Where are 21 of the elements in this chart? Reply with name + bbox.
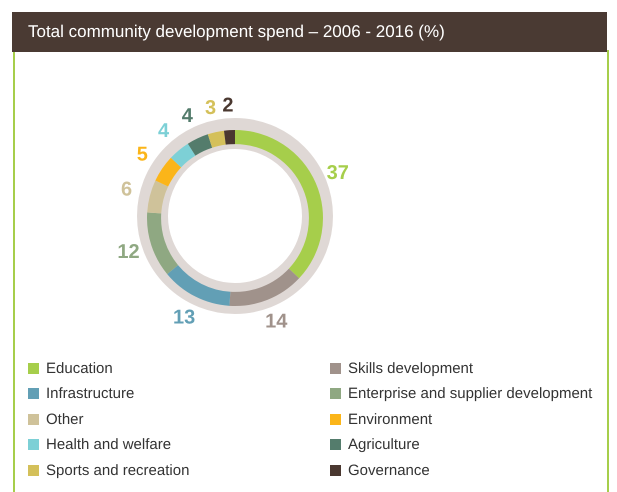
legend-label: Infrastructure xyxy=(46,385,134,402)
data-label: 14 xyxy=(265,310,288,333)
data-label: 37 xyxy=(326,162,349,184)
data-label: 5 xyxy=(136,144,148,166)
legend-label: Environment xyxy=(348,410,432,428)
legend-label: Education xyxy=(46,360,113,377)
data-label: 6 xyxy=(120,178,132,201)
legend-label: Agriculture xyxy=(348,436,420,454)
data-label: 3 xyxy=(205,97,216,120)
legend-label: Enterprise and supplier development xyxy=(348,385,592,402)
legend-label: Governance xyxy=(348,462,430,479)
legend-label: Health and welfare xyxy=(46,436,172,454)
data-label: 12 xyxy=(117,241,140,264)
chart-title: Total community development spend – 2006 - 2016 (%) xyxy=(12,12,607,52)
data-label: 13 xyxy=(173,306,196,328)
legend-label: Sports and recreation xyxy=(46,462,190,479)
data-label: 4 xyxy=(182,105,194,128)
legend-label: Skills development xyxy=(348,360,474,377)
data-label: 4 xyxy=(158,120,170,142)
legend-label: Other xyxy=(46,410,84,428)
data-label: 2 xyxy=(222,94,234,117)
